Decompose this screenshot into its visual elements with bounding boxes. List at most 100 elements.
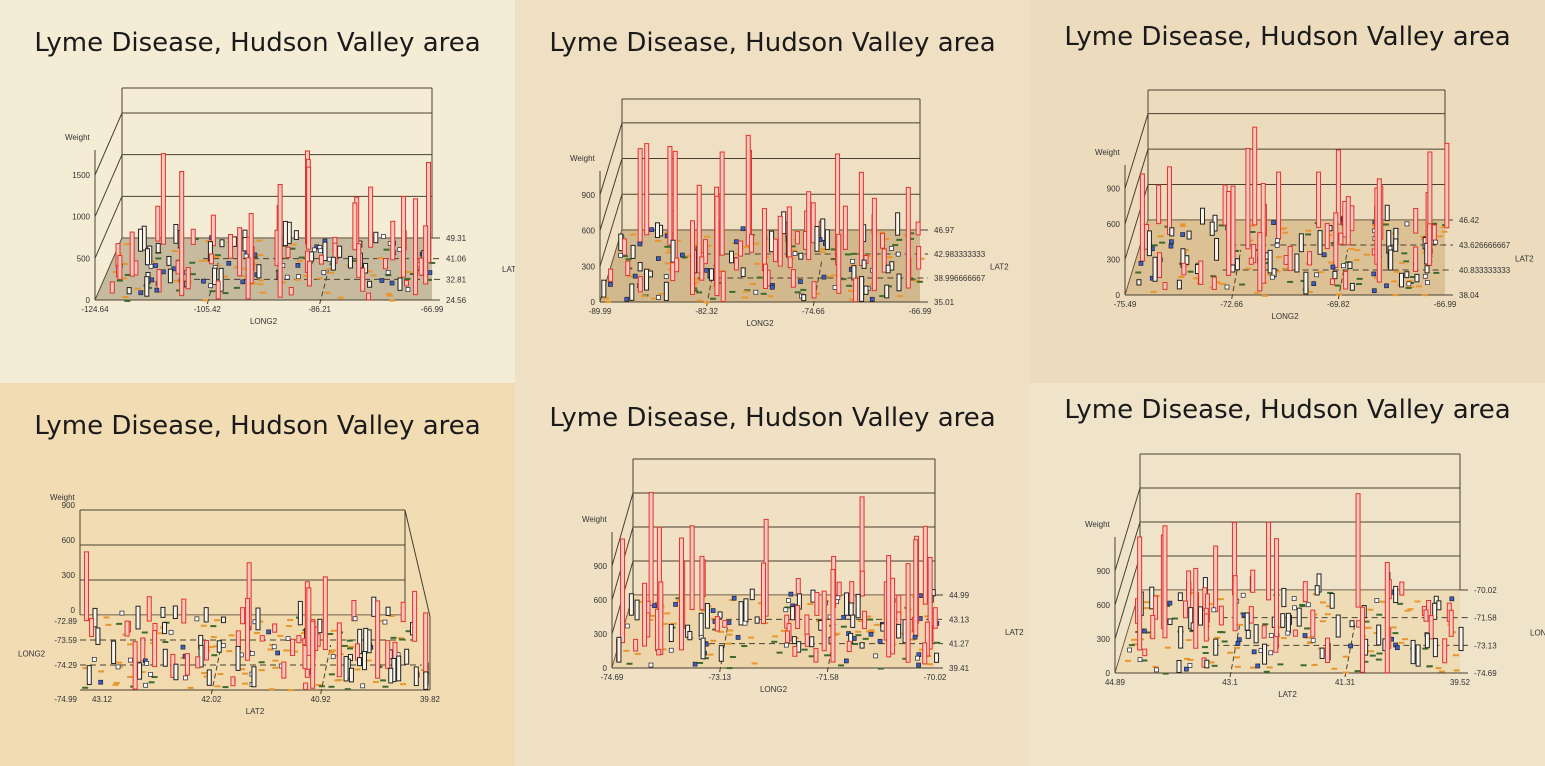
x-tick-label: -66.99 <box>421 305 444 314</box>
scatter-dash <box>202 299 209 302</box>
bar <box>240 607 246 625</box>
scatter-dash <box>1280 637 1287 640</box>
bar <box>220 616 226 624</box>
scatter-dash <box>756 276 763 279</box>
chart-panel-5: Lyme Disease, Hudson Valley area 0 300 600 9… <box>515 383 1030 766</box>
bar <box>1162 282 1168 290</box>
scatter-point <box>637 241 643 247</box>
scatter-dash <box>845 253 852 256</box>
scatter-dash <box>726 633 733 636</box>
bar <box>155 205 161 242</box>
bar <box>413 198 419 296</box>
scatter-point <box>201 278 206 284</box>
bar <box>717 611 723 619</box>
scatter-point <box>769 284 775 290</box>
scatter-dash <box>1274 270 1281 273</box>
scatter-point <box>608 282 613 287</box>
bar <box>173 663 179 681</box>
bar <box>849 581 855 605</box>
bar <box>348 667 354 683</box>
scatter-dash <box>873 623 880 626</box>
depth-axis-title: LONG2 <box>18 649 46 658</box>
bar <box>1427 223 1433 266</box>
y-tick-label: 900 <box>62 501 76 510</box>
bar <box>629 283 635 301</box>
bar <box>1137 536 1143 651</box>
bar <box>916 245 922 270</box>
bar <box>761 562 767 625</box>
scatter-point <box>1311 281 1317 287</box>
scatter-dash <box>748 636 755 639</box>
bar <box>738 601 744 626</box>
bar <box>1431 224 1437 241</box>
scatter-dash <box>1201 646 1208 649</box>
scatter-point <box>1235 641 1241 646</box>
bar <box>1248 606 1254 624</box>
scatter-point <box>148 263 154 269</box>
bar <box>403 279 409 287</box>
bar <box>1376 178 1382 283</box>
scatter-dash <box>865 615 872 618</box>
chart-title: Lyme Disease, Hudson Valley area <box>549 28 996 58</box>
bar <box>297 600 303 626</box>
bar <box>821 590 827 652</box>
bar <box>209 253 215 265</box>
scatter-dash <box>702 657 709 660</box>
bar <box>242 237 248 252</box>
bar <box>1198 606 1204 626</box>
scatter-point <box>1321 252 1327 258</box>
scatter-dash <box>214 254 221 257</box>
scatter-dash <box>1141 659 1148 662</box>
scatter-dash <box>847 289 854 292</box>
bar <box>787 256 793 269</box>
bar <box>720 270 726 302</box>
bar <box>1384 204 1390 221</box>
y-tick-label: 0 <box>603 664 608 673</box>
depth-tick-label: -73.13 <box>1474 641 1497 650</box>
scatter-point <box>144 661 150 666</box>
scatter-dash <box>124 273 131 276</box>
bar <box>1213 545 1219 613</box>
scatter-point <box>98 679 104 685</box>
bar <box>396 655 402 682</box>
scatter-dash <box>327 632 334 635</box>
scatter-dash <box>897 295 904 298</box>
x-tick-label: 39.82 <box>420 695 441 704</box>
scatter-dash <box>665 251 672 254</box>
scatter-dash <box>1390 626 1397 629</box>
scatter-point <box>91 657 97 662</box>
bar <box>288 286 294 296</box>
scatter-point <box>382 619 388 625</box>
scatter-dash <box>1311 663 1318 666</box>
scatter-point <box>915 655 920 661</box>
scatter-dash <box>228 634 235 637</box>
bar <box>859 570 865 597</box>
bar <box>859 642 865 649</box>
scatter-point <box>1137 657 1143 663</box>
bar <box>922 525 928 605</box>
scatter-point <box>284 274 290 280</box>
scatter-dash <box>1189 630 1196 633</box>
bar <box>861 259 867 269</box>
scatter-dash <box>318 685 325 688</box>
bar <box>1424 265 1430 274</box>
scatter-dash <box>751 662 758 665</box>
x-tick-label: -124.64 <box>81 305 109 314</box>
scatter-dash <box>1367 608 1374 611</box>
bar <box>1211 276 1217 290</box>
scatter-point <box>692 661 698 667</box>
scatter-dash <box>209 290 216 293</box>
bar <box>1245 629 1251 639</box>
depth-axis-title: LAT2 <box>1515 254 1534 263</box>
bar <box>729 250 735 264</box>
bar <box>137 662 143 680</box>
scatter-dash <box>283 649 290 652</box>
scatter-dash <box>830 258 837 261</box>
scatter-point <box>381 234 386 239</box>
scatter-dash <box>1356 283 1363 286</box>
scatter-dash <box>289 247 296 250</box>
scatter-point <box>1433 239 1438 245</box>
scatter-dash <box>213 255 220 258</box>
scatter-dash <box>1184 657 1191 660</box>
scatter-point <box>632 273 638 279</box>
